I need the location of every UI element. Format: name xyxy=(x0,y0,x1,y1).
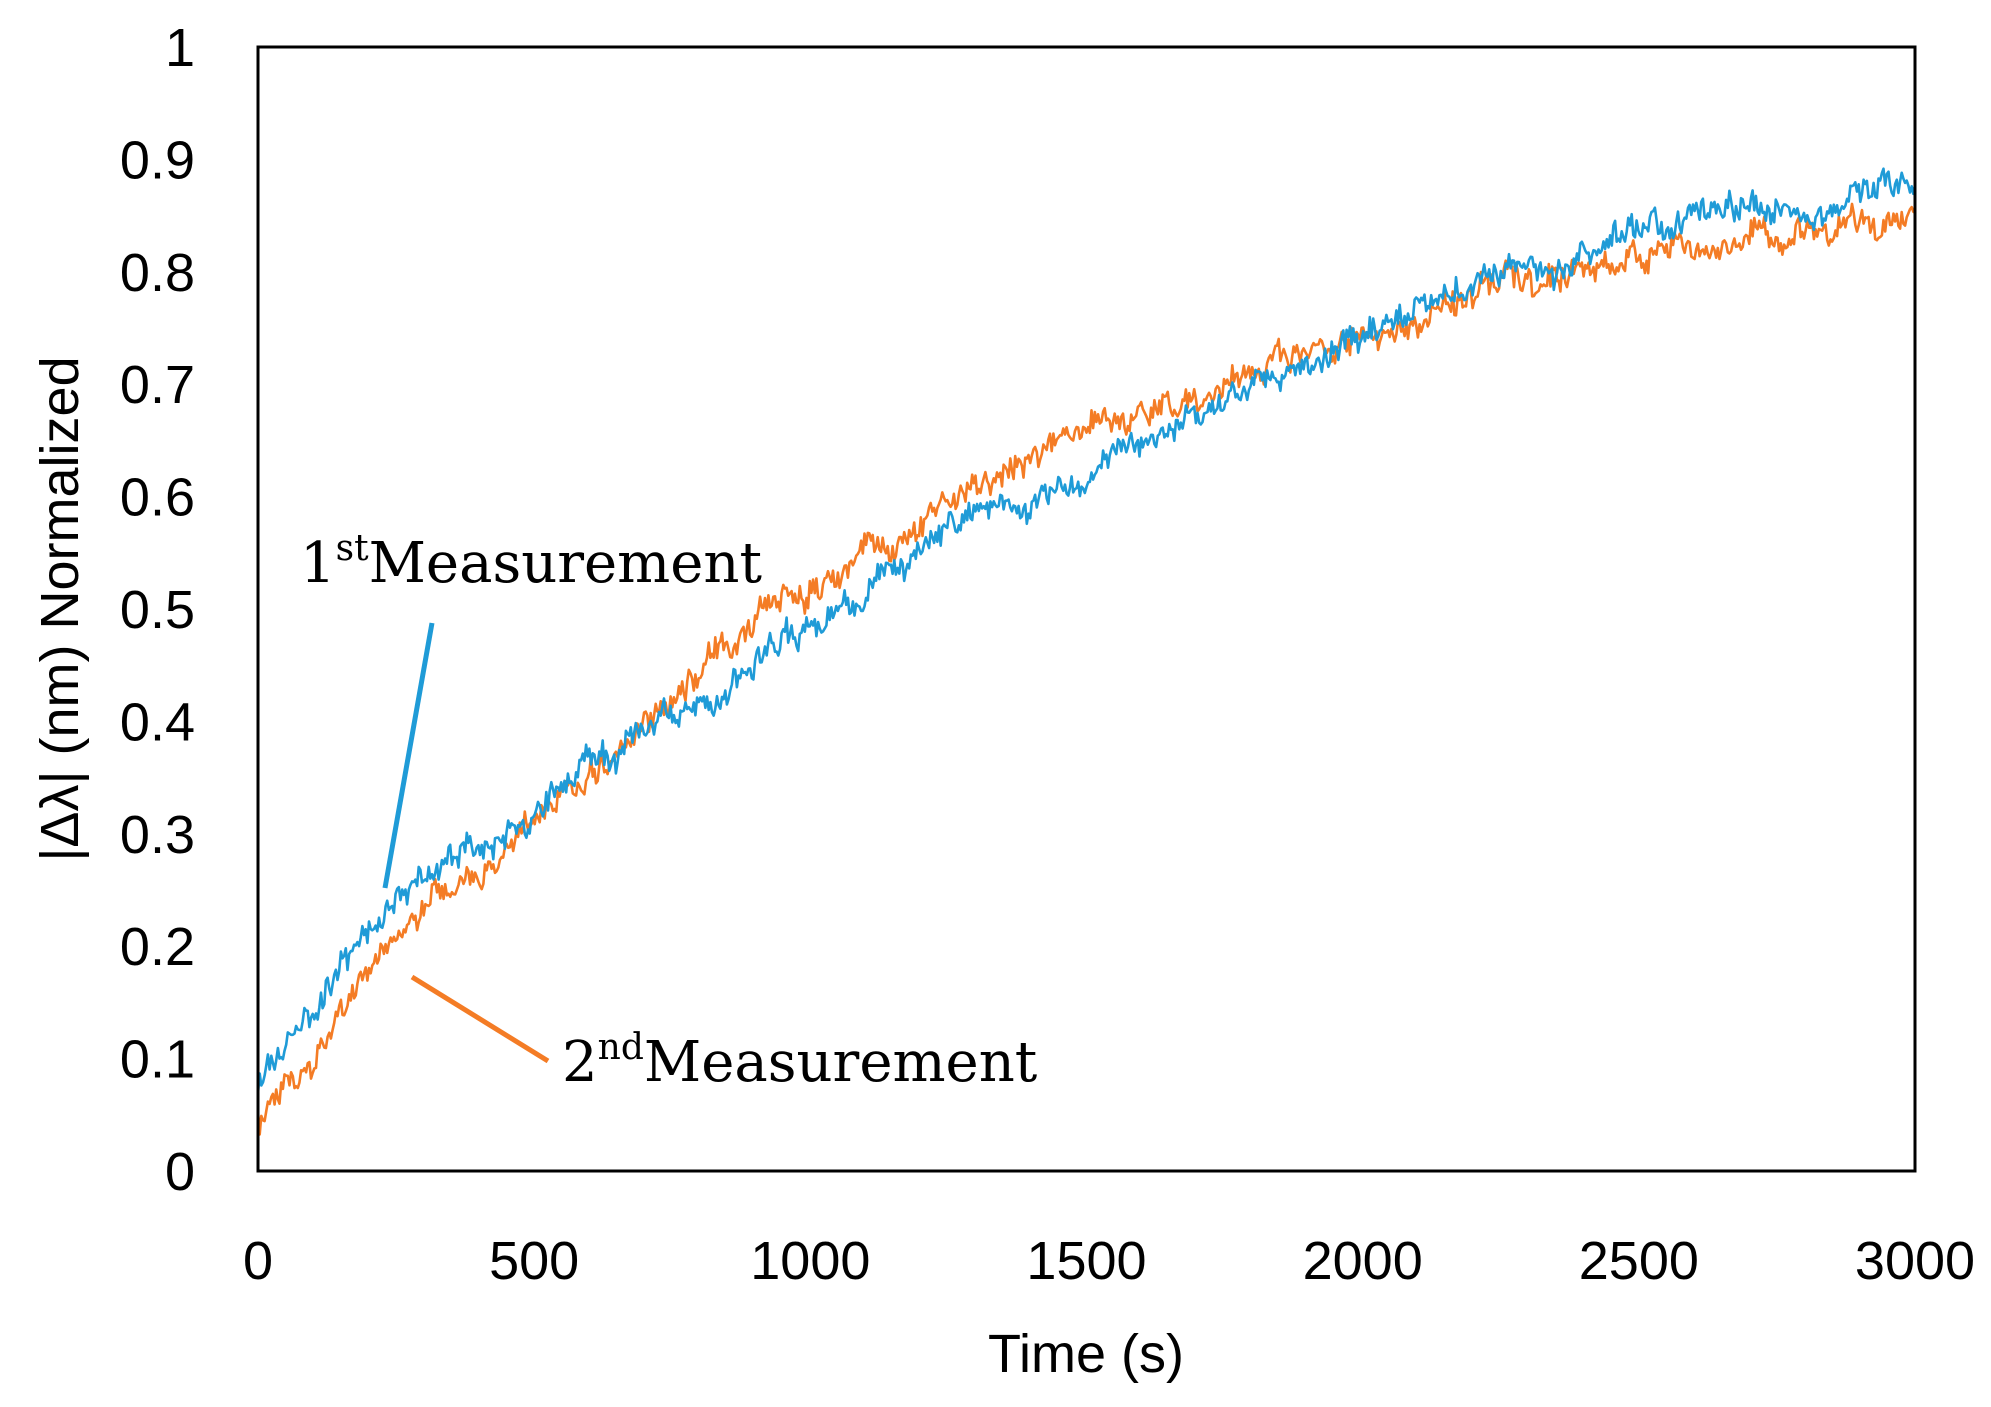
annotation-leader-1st xyxy=(382,622,435,889)
annotation-label-2nd: 2ndMeasurement xyxy=(562,1027,1038,1095)
x-tick-label: 2500 xyxy=(1579,1231,1699,1291)
y-tick-label: 0.8 xyxy=(120,243,195,303)
series-line-2nd-measurement xyxy=(256,202,1916,1136)
annotation-1st-superscript: st xyxy=(336,528,369,569)
y-tick-label: 0.9 xyxy=(120,130,195,190)
annotation-label-1st: 1stMeasurement xyxy=(300,528,762,596)
y-axis-title: |Δλ| (nm) Normalized xyxy=(30,356,90,861)
plot-area-frame xyxy=(256,45,1917,1173)
y-tick-label: 0.1 xyxy=(120,1030,195,1090)
series-layer xyxy=(256,167,1917,1136)
y-tick-label: 1 xyxy=(165,18,195,78)
annotation-leader-2nd xyxy=(410,974,550,1064)
x-tick-label: 1000 xyxy=(750,1231,870,1291)
y-tick-label: 0.3 xyxy=(120,805,195,865)
x-axis-tick-labels: 0 500 1000 1500 2000 2500 3000 xyxy=(243,1231,1975,1291)
annotation-1st-number: 1 xyxy=(300,531,336,596)
x-tick-label: 500 xyxy=(489,1231,579,1291)
y-tick-label: 0.2 xyxy=(120,917,195,977)
x-tick-label: 2000 xyxy=(1303,1231,1423,1291)
y-axis-tick-labels: 0 0.1 0.2 0.3 0.4 0.5 0.6 0.7 0.8 0.9 1 xyxy=(120,18,195,1202)
x-axis-title: Time (s) xyxy=(988,1324,1184,1384)
series-line-1st-measurement xyxy=(256,167,1917,1094)
y-tick-label: 0.5 xyxy=(120,580,195,640)
y-tick-label: 0.6 xyxy=(120,468,195,528)
x-tick-label: 0 xyxy=(243,1231,273,1291)
annotation-2nd-number: 2 xyxy=(562,1030,598,1095)
y-tick-label: 0 xyxy=(165,1142,195,1202)
annotation-1st-text: Measurement xyxy=(369,531,763,596)
y-tick-label: 0.4 xyxy=(120,692,195,752)
annotation-2nd-text: Measurement xyxy=(644,1030,1038,1095)
annotation-2nd-superscript: nd xyxy=(598,1027,644,1068)
x-tick-label: 3000 xyxy=(1855,1231,1975,1291)
x-tick-label: 1500 xyxy=(1026,1231,1146,1291)
y-tick-label: 0.7 xyxy=(120,355,195,415)
